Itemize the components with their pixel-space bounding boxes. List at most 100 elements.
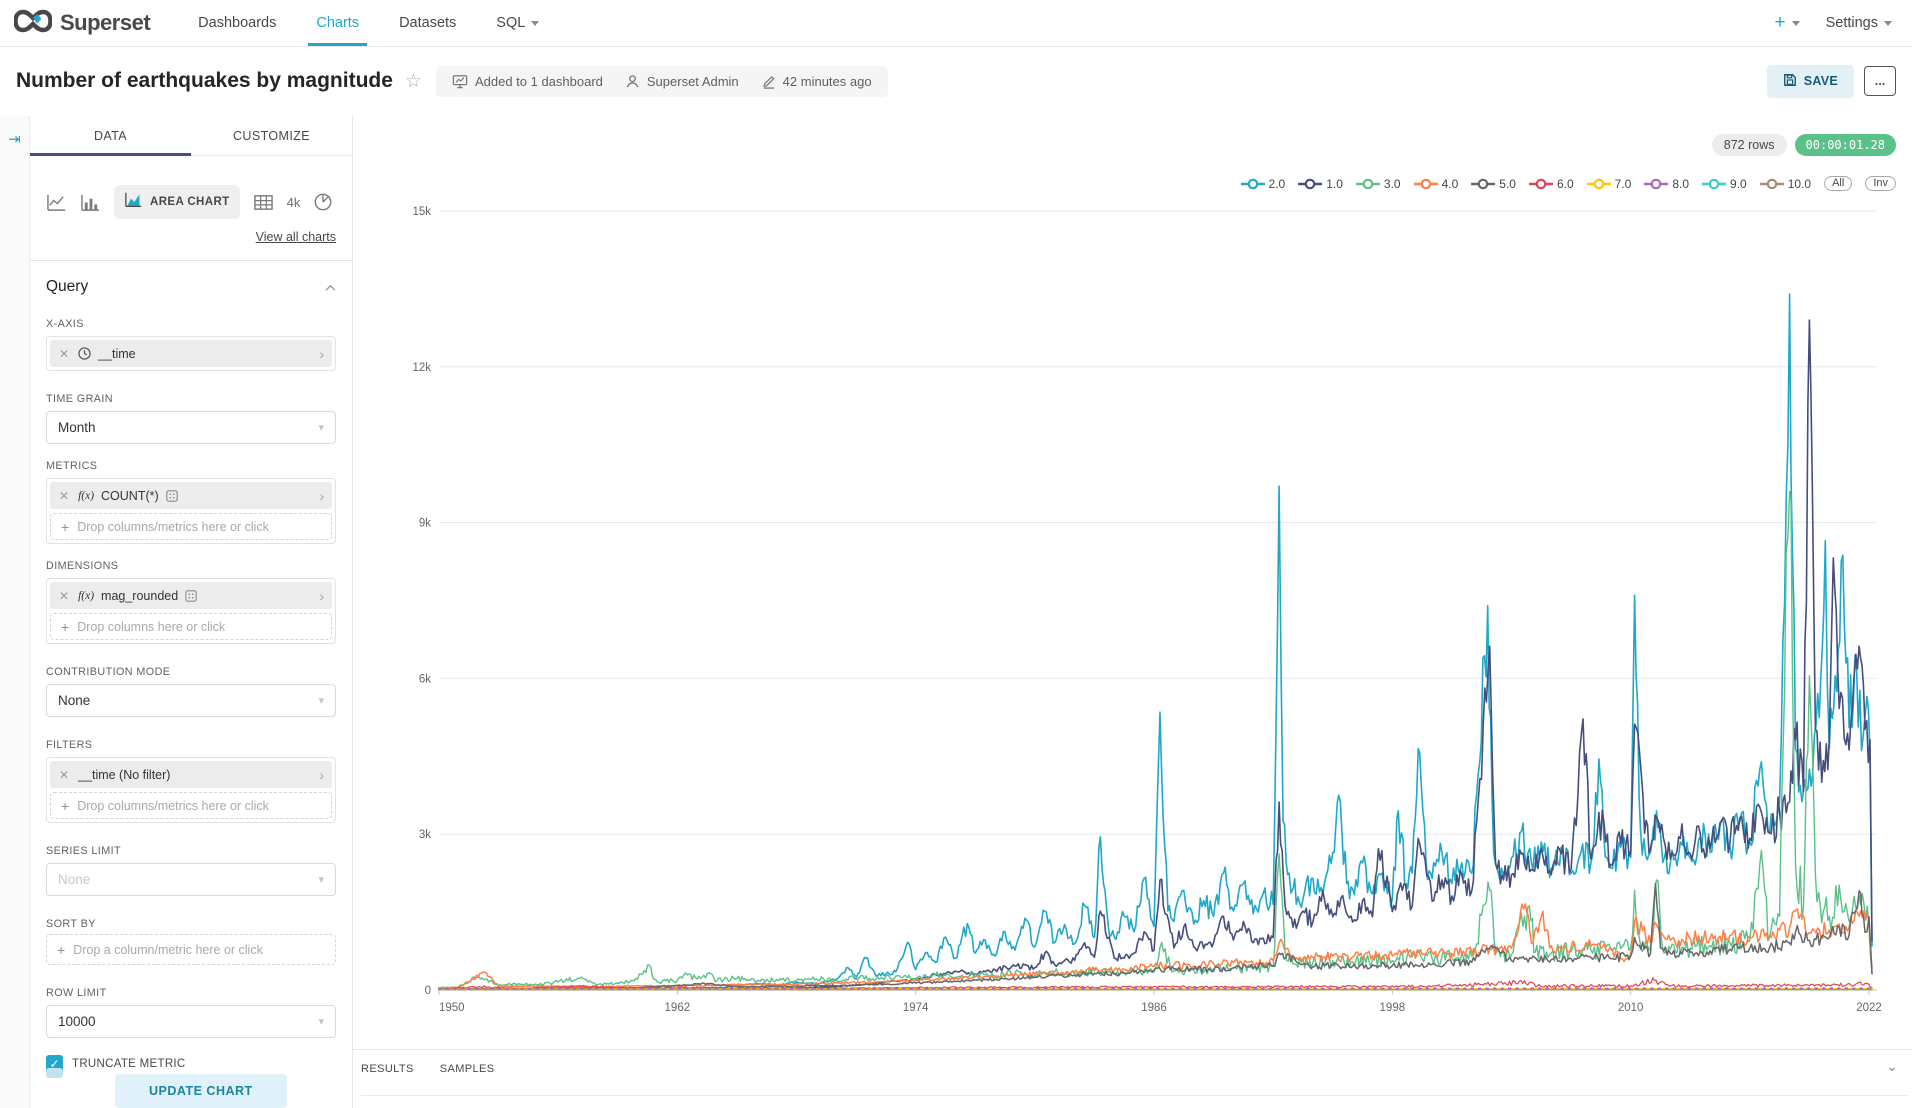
filters-control: ✕ __time (No filter) › + Drop columns/me…	[46, 757, 336, 823]
viz-type-row: AREA CHART 4k	[46, 185, 336, 219]
line-chart-icon[interactable]	[46, 193, 67, 212]
meta-dashboard[interactable]: Added to 1 dashboard	[452, 74, 603, 89]
tab-samples[interactable]: SAMPLES	[439, 1063, 495, 1075]
remove-icon[interactable]: ✕	[59, 346, 70, 361]
legend-line-marker-icon	[1413, 178, 1438, 190]
dimension-pill[interactable]: ✕ f(x) mag_rounded ›	[50, 582, 332, 609]
dimensions-drop-zone[interactable]: + Drop columns here or click	[50, 613, 332, 640]
legend-item-5.0[interactable]: 5.0	[1471, 177, 1516, 191]
legend-inv-button[interactable]: Inv	[1865, 176, 1896, 191]
viz-type-selected-area-chart[interactable]: AREA CHART	[114, 185, 240, 219]
bar-chart-icon[interactable]	[80, 193, 101, 212]
legend-label: 6.0	[1556, 176, 1574, 191]
remove-icon[interactable]: ✕	[59, 488, 70, 503]
nav-item-datasets[interactable]: Datasets	[379, 0, 476, 46]
xaxis-pill[interactable]: ✕ __time ›	[50, 340, 332, 367]
legend-label: 2.0	[1268, 176, 1286, 191]
tab-results[interactable]: RESULTS	[361, 1063, 414, 1075]
big-number-icon[interactable]: 4k	[286, 194, 301, 210]
time-grain-select[interactable]: Month ▾	[46, 411, 336, 444]
legend-item-10.0[interactable]: 10.0	[1759, 177, 1811, 191]
legend-item-1.0[interactable]: 1.0	[1298, 177, 1343, 191]
legend-item-7.0[interactable]: 7.0	[1586, 177, 1631, 191]
legend-item-9.0[interactable]: 9.0	[1702, 177, 1747, 191]
series-limit-placeholder: None	[58, 872, 91, 887]
control-panel: DATA CUSTOMIZE AREA CHART	[30, 116, 353, 1108]
truncate-metric-label: TRUNCATE METRIC	[72, 1057, 186, 1070]
metrics-drop-zone[interactable]: + Drop columns/metrics here or click	[50, 513, 332, 540]
filters-drop-zone[interactable]: + Drop columns/metrics here or click	[50, 792, 332, 819]
partial-checkbox[interactable]	[46, 1068, 63, 1078]
pie-chart-icon[interactable]	[313, 192, 333, 212]
series-line-2.0	[438, 293, 1873, 991]
contribution-mode-select[interactable]: None ▾	[46, 684, 336, 717]
legend-item-8.0[interactable]: 8.0	[1644, 177, 1689, 191]
pencil-icon	[761, 74, 776, 89]
meta-user[interactable]: Superset Admin	[625, 74, 739, 89]
collapse-results-icon[interactable]: ⌄	[1886, 1058, 1898, 1074]
xaxis-value: __time	[98, 346, 136, 361]
legend-label: 3.0	[1383, 176, 1401, 191]
legend-item-2.0[interactable]: 2.0	[1240, 176, 1286, 191]
chevron-up-icon	[325, 278, 336, 296]
tab-customize[interactable]: CUSTOMIZE	[233, 128, 310, 143]
expand-panel-icon[interactable]: ⇥	[8, 131, 21, 148]
results-tabs: RESULTS SAMPLES	[353, 1050, 1912, 1075]
header-actions: SAVE ...	[1766, 64, 1896, 98]
superset-logo[interactable]: Superset	[0, 0, 164, 46]
panel-divider	[30, 260, 352, 261]
sort-by-drop-zone[interactable]: + Drop a column/metric here or click	[46, 934, 336, 965]
truncate-metric-checkbox[interactable]: ✓	[46, 1055, 63, 1072]
metric-value: COUNT(*)	[101, 488, 159, 503]
legend-line-marker-icon	[1298, 178, 1323, 190]
series-line-5.0	[438, 882, 1873, 990]
time-grain-value: Month	[58, 420, 96, 435]
filter-pill[interactable]: ✕ __time (No filter) ›	[50, 761, 332, 788]
legend-item-6.0[interactable]: 6.0	[1528, 176, 1574, 191]
query-section-header[interactable]: Query	[46, 261, 336, 296]
row-limit-select[interactable]: 10000 ▾	[46, 1005, 336, 1038]
nav-item-label: Charts	[316, 15, 360, 31]
settings-label: Settings	[1825, 15, 1878, 31]
update-chart-button[interactable]: UPDATE CHART	[115, 1074, 287, 1108]
metric-pill[interactable]: ✕ f(x) COUNT(*) ›	[50, 482, 332, 509]
legend-line-marker-icon	[1702, 178, 1727, 190]
drop-hint: Drop columns/metrics here or click	[77, 798, 269, 813]
save-button[interactable]: SAVE	[1766, 64, 1854, 98]
chart-legend: 2.0 1.0 3.0 4.0 5.0 6.0 7.0 8.0 9.0 10.0 All Inv	[1240, 176, 1896, 191]
nav-item-sql[interactable]: SQL	[476, 0, 559, 46]
filters-label: FILTERS	[46, 739, 93, 751]
view-all-charts-link[interactable]: View all charts	[255, 230, 336, 244]
nav-item-charts[interactable]: Charts	[296, 0, 379, 46]
contribution-mode-value: None	[58, 693, 91, 708]
truncate-metric-row[interactable]: ✓ TRUNCATE METRIC	[46, 1055, 336, 1072]
nav-item-label: Dashboards	[198, 15, 277, 31]
table-icon[interactable]	[253, 193, 274, 212]
nav-item-dashboards[interactable]: Dashboards	[178, 0, 296, 46]
chevron-down-icon: ▾	[318, 1016, 324, 1028]
area-chart-icon	[124, 191, 143, 213]
area-chart[interactable]: 0 3k 6k 9k 12k 15k 1950 1962 1974 1986 1998 2010 202…	[353, 116, 1904, 1049]
legend-item-4.0[interactable]: 4.0	[1413, 177, 1458, 191]
meta-pencil[interactable]: 42 minutes ago	[761, 74, 872, 89]
plus-icon: +	[57, 941, 66, 958]
legend-all-button[interactable]: All	[1824, 176, 1853, 191]
query-timer-badge: 00:00:01.28	[1794, 134, 1896, 156]
tab-data[interactable]: DATA	[30, 116, 191, 156]
favorite-star-icon[interactable]: ☆	[404, 70, 422, 92]
series-limit-select[interactable]: None ▾	[46, 863, 336, 896]
y-axis-tick-label: 6k	[419, 673, 431, 685]
remove-icon[interactable]: ✕	[59, 588, 70, 603]
chevron-right-icon: ›	[319, 587, 324, 604]
settings-menu[interactable]: Settings	[1826, 15, 1892, 31]
chevron-right-icon: ›	[319, 766, 324, 783]
y-axis-tick-label: 15k	[412, 206, 431, 218]
row-limit-label: ROW LIMIT	[46, 987, 107, 999]
new-item-button[interactable]: +	[1774, 12, 1800, 34]
legend-line-marker-icon	[1586, 178, 1611, 190]
remove-icon[interactable]: ✕	[59, 767, 70, 782]
dimensions-control: ✕ f(x) mag_rounded › + Drop columns here…	[46, 578, 336, 644]
legend-item-3.0[interactable]: 3.0	[1355, 176, 1401, 191]
save-label: SAVE	[1803, 74, 1838, 88]
more-options-button[interactable]: ...	[1864, 66, 1896, 96]
